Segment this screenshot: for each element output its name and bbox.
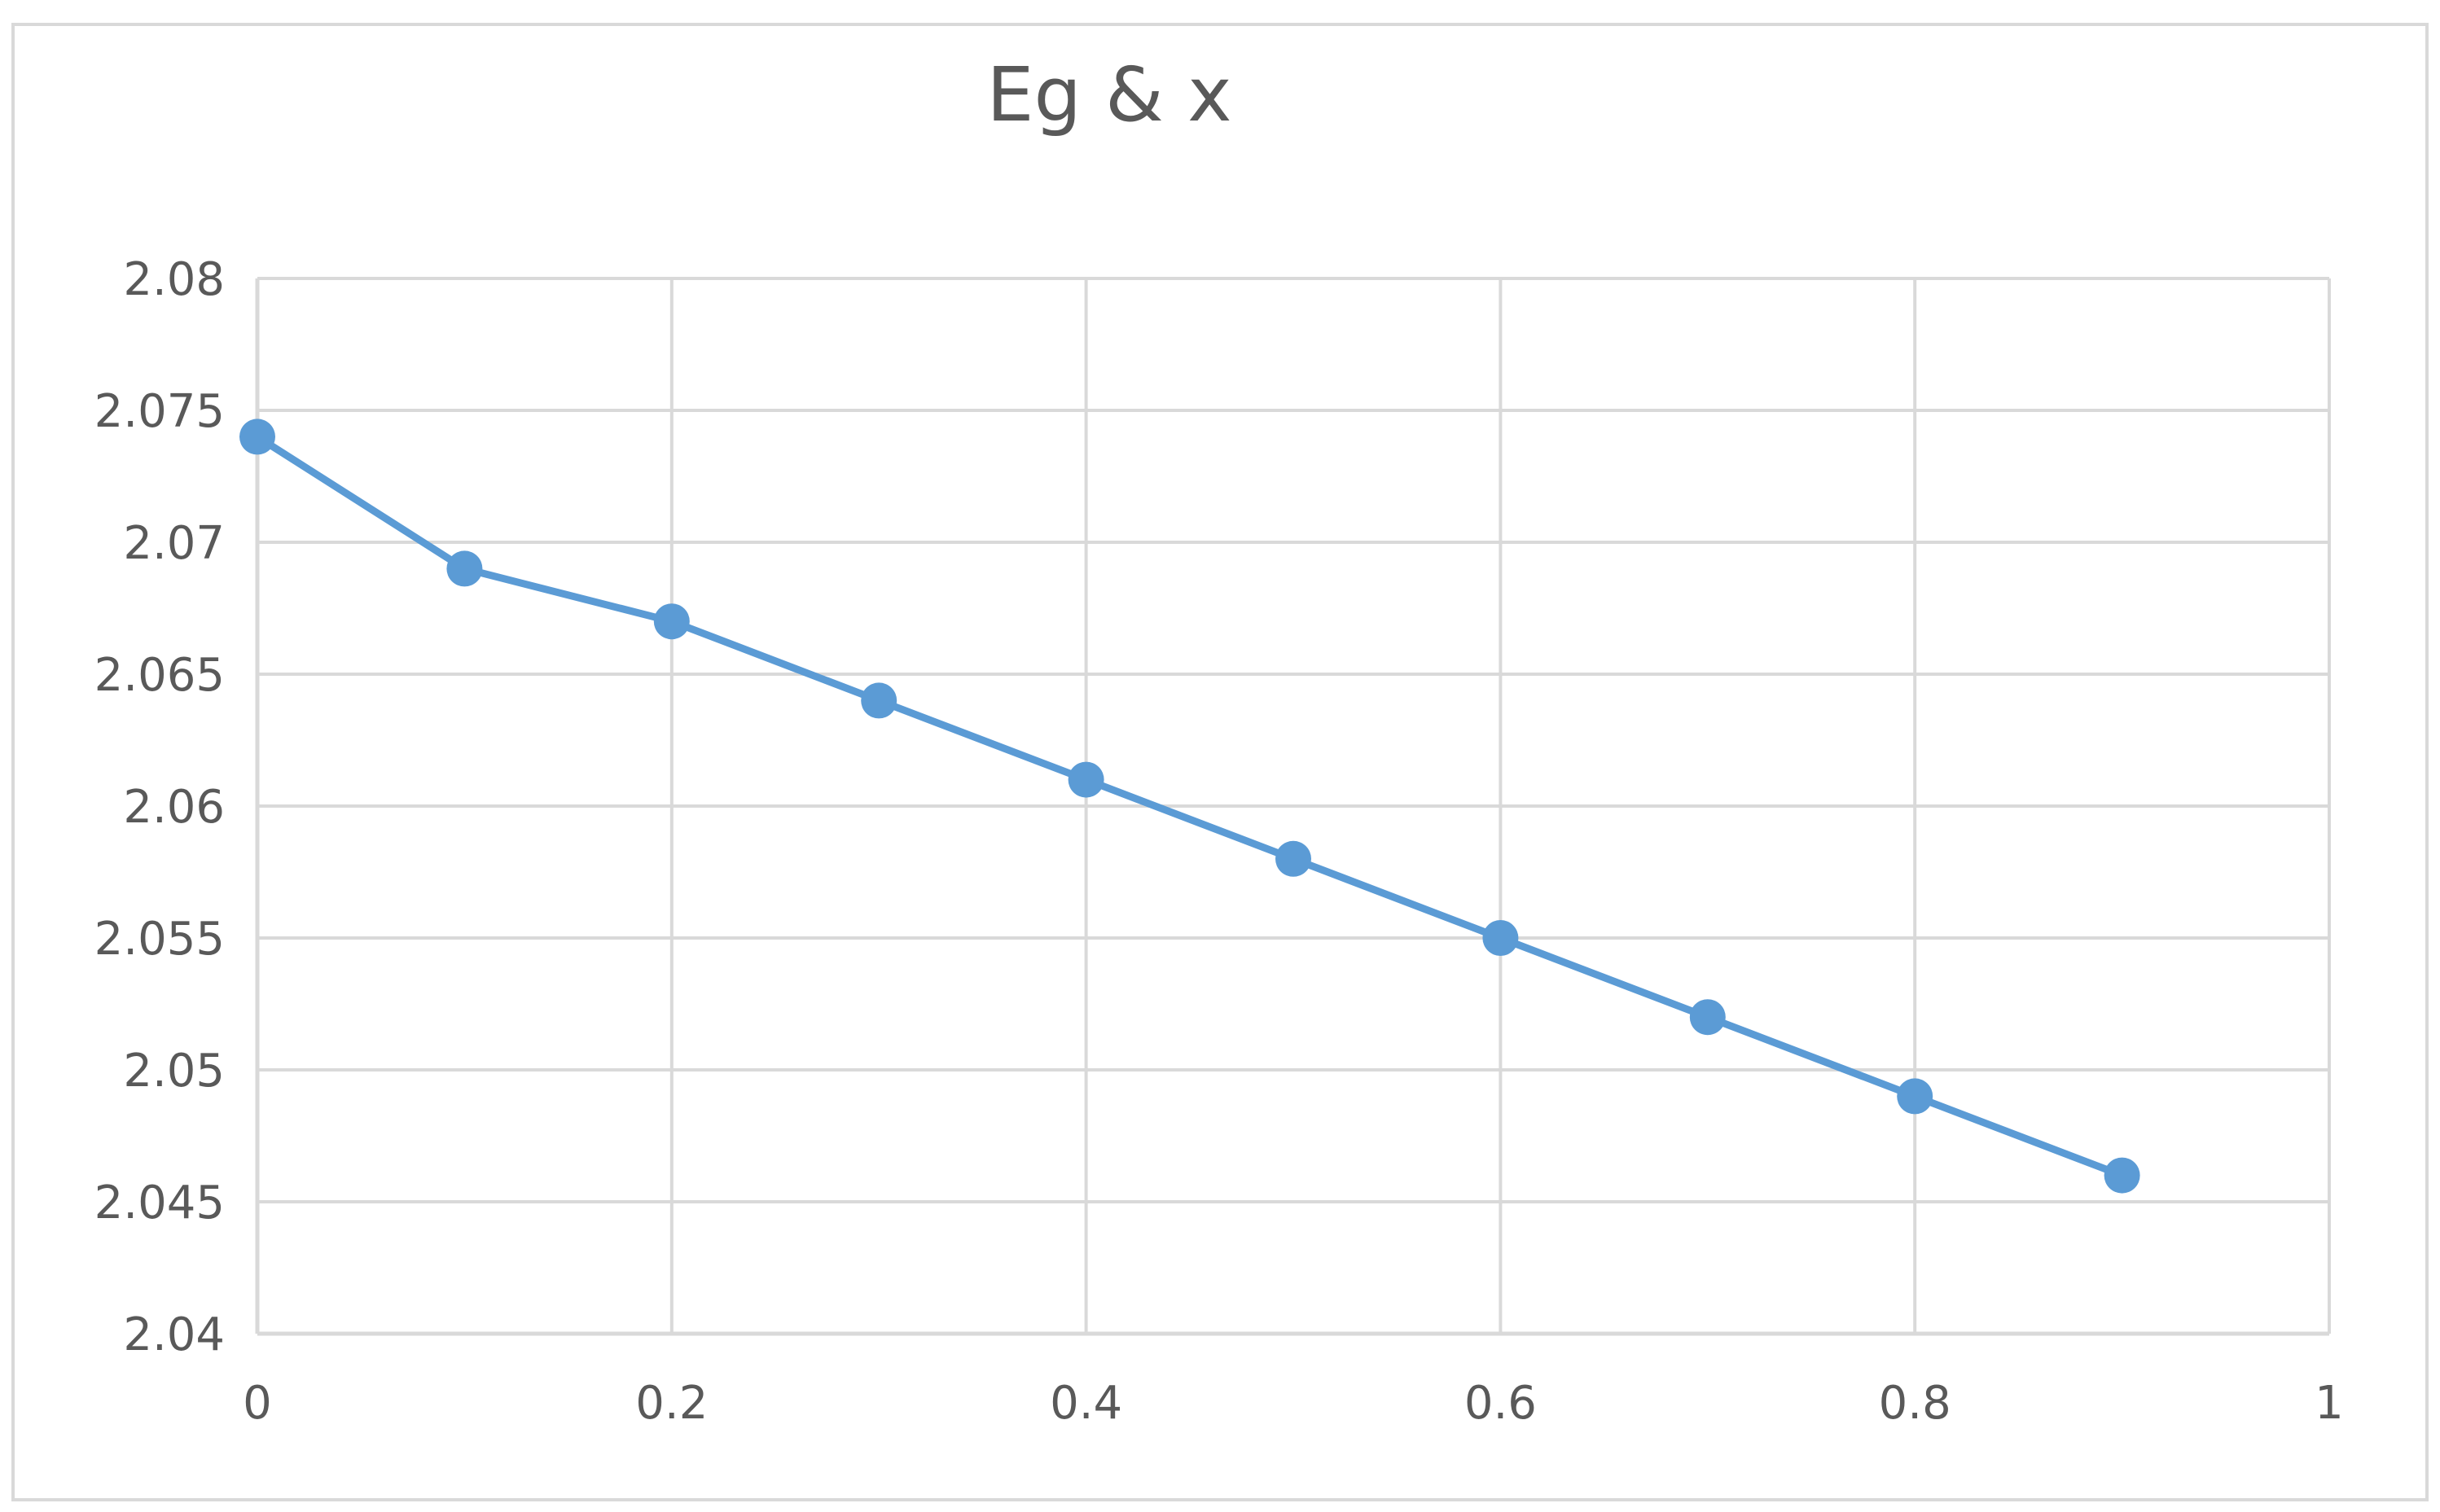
- data-point: [653, 603, 690, 640]
- y-tick-label: 2.075: [94, 385, 225, 438]
- data-point: [1068, 761, 1104, 798]
- data-point: [1275, 840, 1311, 877]
- chart-border: [11, 23, 2429, 1501]
- y-tick-label: 2.055: [94, 913, 225, 966]
- data-point: [446, 550, 483, 587]
- y-tick-label: 2.05: [123, 1045, 225, 1098]
- series-line: [253, 432, 2126, 1180]
- data-point: [1482, 920, 1519, 956]
- x-tick-label: 1: [2315, 1377, 2344, 1430]
- x-tick-label: 0.6: [1464, 1377, 1537, 1430]
- y-tick-label: 2.08: [123, 253, 225, 306]
- data-point: [2104, 1157, 2140, 1194]
- data-point: [1897, 1078, 1933, 1115]
- y-tick-labels: 2.04 2.045 2.05 2.055 2.06 2.065 2.07 2.075 2.08: [94, 253, 225, 1361]
- series-layer: [239, 419, 2140, 1194]
- y-tick-label: 2.07: [123, 517, 225, 570]
- chart-title: Eg & x: [986, 51, 1231, 138]
- y-tick-label: 2.06: [123, 781, 225, 834]
- y-tick-label: 2.065: [94, 649, 225, 702]
- y-tick-label: 2.045: [94, 1177, 225, 1229]
- x-tick-label: 0.2: [635, 1377, 708, 1430]
- x-tick-labels: 0 0.2 0.4 0.6 0.8 1: [243, 1377, 2344, 1430]
- data-point: [1689, 999, 1726, 1036]
- data-point: [239, 419, 275, 455]
- grid-layer: [255, 277, 2331, 1336]
- x-tick-label: 0: [243, 1377, 272, 1430]
- x-tick-label: 0.4: [1050, 1377, 1122, 1430]
- data-point: [861, 682, 897, 719]
- x-tick-label: 0.8: [1879, 1377, 1951, 1430]
- y-tick-label: 2.04: [123, 1308, 225, 1361]
